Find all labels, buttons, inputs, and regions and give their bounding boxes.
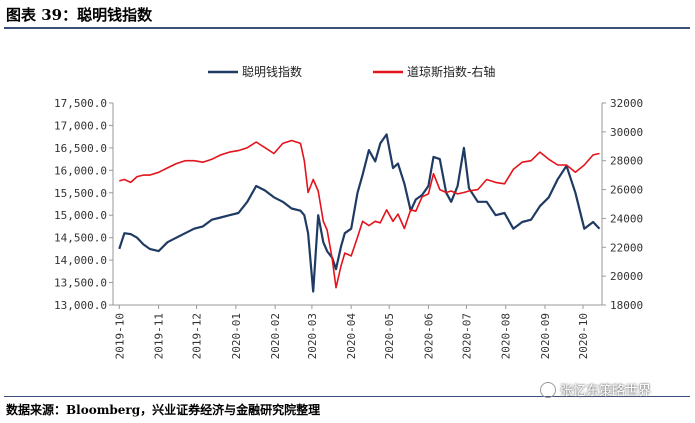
title-rule: [4, 27, 690, 29]
y-left-tick-label: 17,500.0: [54, 97, 107, 110]
y-left-tick-label: 17,000.0: [54, 119, 107, 132]
footer-rule: [4, 396, 690, 397]
x-tick-label: 2019-10: [113, 313, 126, 359]
legend-label-dow: 道琼斯指数-右轴: [407, 64, 495, 79]
y-left-tick-label: 16,500.0: [54, 142, 107, 155]
series-line-dow: [119, 139, 600, 289]
y-right-tick-label: 30000: [610, 126, 643, 139]
y-left-tick-label: 15,000.0: [54, 209, 107, 222]
y-left-tick-label: 13,000.0: [54, 299, 107, 312]
y-right-tick-label: 22000: [610, 241, 643, 254]
y-right-tick-label: 26000: [610, 184, 643, 197]
x-tick-label: 2019-12: [191, 313, 204, 359]
x-tick-label: 2020-01: [230, 313, 243, 359]
y-right-tick-label: 20000: [610, 270, 643, 283]
x-tick-label: 2020-03: [306, 313, 319, 359]
chart-title: 图表 39：聪明钱指数: [6, 6, 153, 24]
watermark-text: 张忆东策略世界: [560, 384, 652, 399]
x-tick-label: 2020-09: [539, 313, 552, 359]
wechat-icon: [540, 381, 556, 398]
x-tick-label: 2020-08: [500, 313, 513, 359]
x-tick-label: 2020-07: [460, 313, 473, 359]
y-right-tick-label: 24000: [610, 212, 643, 225]
series-line-smart-money: [118, 133, 601, 293]
y-right-tick-label: 28000: [610, 155, 643, 168]
y-left-tick-label: 13,500.0: [54, 277, 107, 290]
x-tick-label: 2020-04: [345, 313, 358, 360]
source-note: 数据来源：Bloomberg，兴业证券经济与金融研究院整理: [6, 403, 321, 417]
x-tick-label: 2020-10: [577, 313, 590, 359]
y-right-tick-label: 32000: [610, 97, 643, 110]
x-tick-label: 2020-02: [269, 313, 282, 359]
x-tick-label: 2020-05: [383, 313, 396, 359]
y-left-tick-label: 14,500.0: [54, 232, 107, 245]
y-left-tick-label: 16,000.0: [54, 164, 107, 177]
y-right-tick-label: 18000: [610, 299, 643, 312]
y-left-tick-label: 14,000.0: [54, 254, 107, 267]
line-chart: 13,000.0 13,500.0 14,000.0 14,500.0 15,000.0…: [54, 64, 643, 360]
legend-label-smart-money: 聪明钱指数: [242, 64, 302, 79]
y-left-tick-label: 15,500.0: [54, 187, 107, 200]
watermark: 张忆东策略世界: [540, 380, 651, 399]
x-tick-label: 2020-06: [422, 313, 435, 359]
x-tick-label: 2019-11: [153, 313, 166, 359]
